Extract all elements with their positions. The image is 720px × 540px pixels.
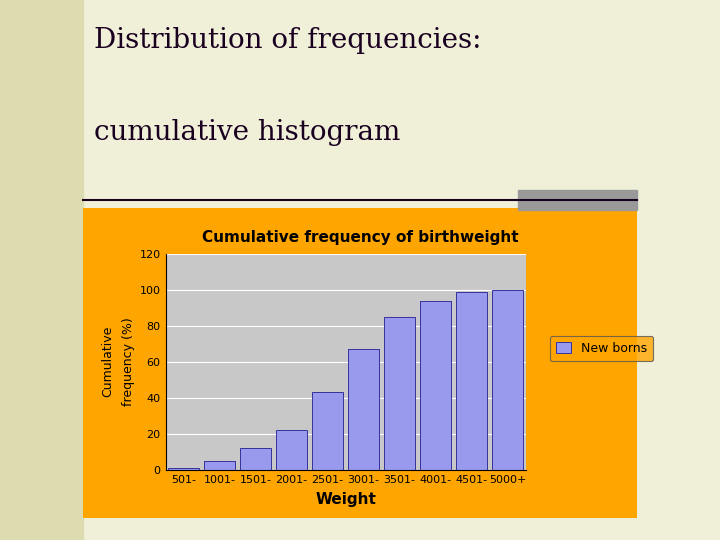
Y-axis label: Cumulative
frequency (%): Cumulative frequency (%): [102, 318, 135, 406]
Bar: [168, 468, 199, 470]
Text: cumulative histogram: cumulative histogram: [94, 119, 400, 146]
Text: Cumulative frequency of birthweight: Cumulative frequency of birthweight: [202, 230, 518, 245]
Bar: [204, 461, 235, 470]
Text: Distribution of frequencies:: Distribution of frequencies:: [94, 27, 481, 54]
Bar: [420, 301, 451, 470]
Legend: New borns: New borns: [550, 336, 654, 361]
Bar: [492, 290, 523, 470]
Bar: [276, 430, 307, 470]
Bar: [240, 448, 271, 470]
Bar: [384, 317, 415, 470]
Bar: [348, 349, 379, 470]
Bar: [312, 393, 343, 470]
Bar: [456, 292, 487, 470]
X-axis label: Weight: Weight: [315, 491, 376, 507]
